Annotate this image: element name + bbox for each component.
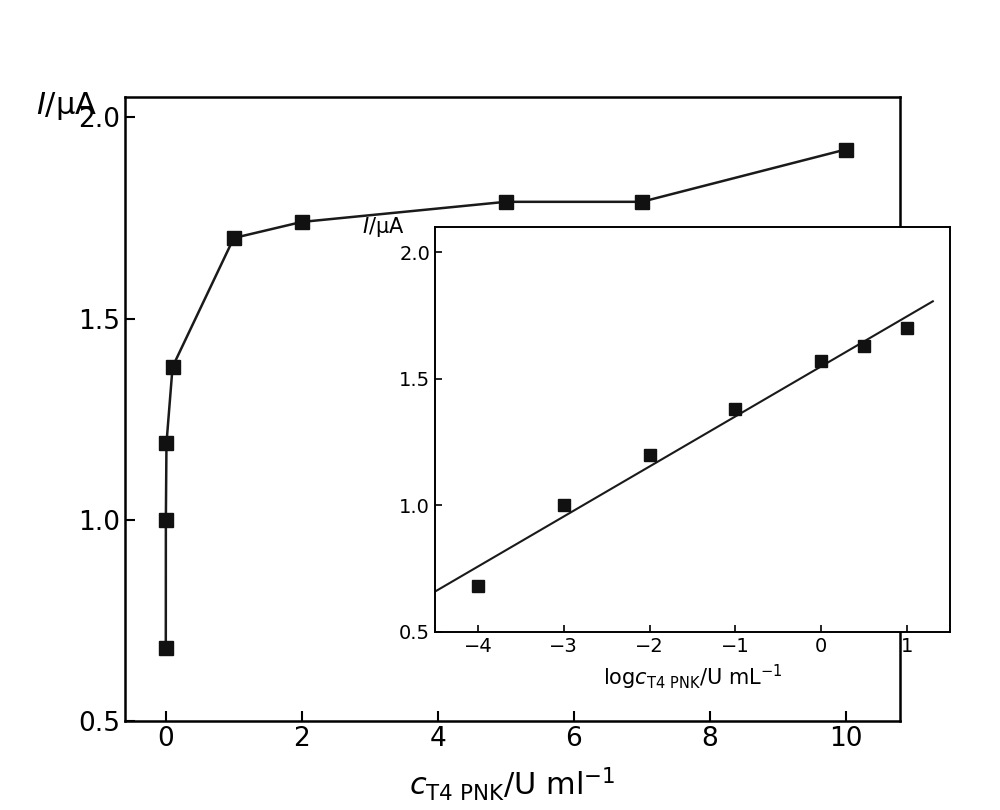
X-axis label: $c_\mathrm{T4\ PNK}$/U ml$^{-1}$: $c_\mathrm{T4\ PNK}$/U ml$^{-1}$: [409, 765, 616, 804]
X-axis label: log$c_\mathrm{T4\ PNK}$/U mL$^{-1}$: log$c_\mathrm{T4\ PNK}$/U mL$^{-1}$: [603, 663, 782, 692]
Y-axis label: $I$/μA: $I$/μA: [36, 90, 98, 122]
Y-axis label: $I$/μA: $I$/μA: [362, 215, 405, 239]
